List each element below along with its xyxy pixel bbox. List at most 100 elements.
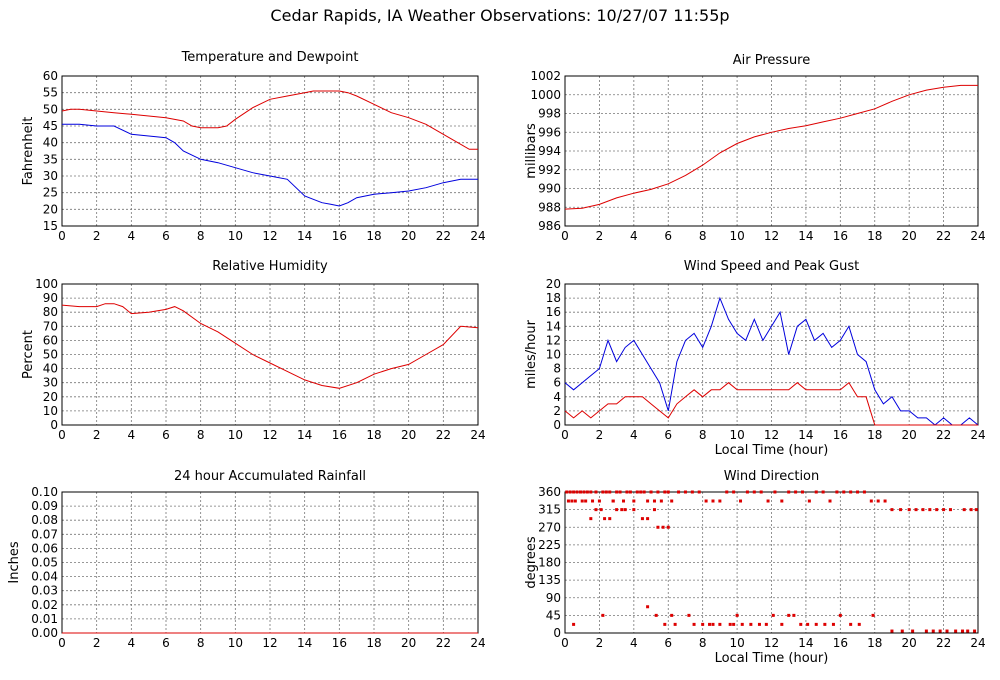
y-tick-label: 0.02: [31, 598, 58, 612]
x-tick-label: 14: [798, 229, 813, 243]
x-tick-label: 24: [470, 636, 485, 650]
x-tick-label: 10: [729, 428, 744, 442]
data-point: [632, 508, 636, 512]
x-tick-label: 10: [228, 229, 243, 243]
x-tick-label: 18: [366, 636, 381, 650]
x-tick-label: 12: [764, 428, 779, 442]
data-point: [628, 490, 632, 494]
data-point: [828, 499, 832, 503]
data-point: [899, 508, 903, 512]
data-point: [945, 629, 949, 633]
data-point: [764, 622, 768, 626]
series-line-red: [61, 303, 479, 389]
data-point: [799, 622, 803, 626]
data-point: [869, 499, 873, 503]
x-tick-label: 4: [630, 229, 638, 243]
series-line-blue: [564, 296, 979, 426]
data-point: [787, 490, 791, 494]
y-tick-label: 990: [538, 182, 561, 196]
y-tick-label: 70: [43, 319, 58, 333]
x-tick-label: 12: [764, 636, 779, 650]
chart-title: Wind Direction: [724, 469, 820, 484]
data-point: [677, 490, 681, 494]
data-point: [704, 499, 708, 503]
x-tick-label: 22: [936, 428, 951, 442]
x-tick-label: 4: [128, 428, 136, 442]
data-point: [683, 490, 687, 494]
data-point: [608, 490, 612, 494]
data-point: [690, 490, 694, 494]
data-point: [603, 517, 607, 521]
x-tick-label: 16: [332, 229, 347, 243]
x-tick-label: 20: [401, 636, 416, 650]
data-point: [649, 490, 653, 494]
data-point: [732, 622, 736, 626]
data-point: [601, 613, 605, 617]
x-tick-label: 16: [332, 636, 347, 650]
data-point: [570, 499, 574, 503]
data-point: [566, 499, 570, 503]
y-tick-label: 30: [43, 169, 58, 183]
y-tick-label: 35: [43, 152, 58, 166]
data-point: [806, 622, 810, 626]
data-point: [632, 499, 636, 503]
plot-frame: [564, 283, 979, 426]
y-tick-label: 60: [43, 333, 58, 347]
data-point: [618, 490, 622, 494]
x-tick-label: 2: [93, 428, 101, 442]
chart-title: Air Pressure: [733, 53, 811, 68]
y-tick-label: 60: [43, 69, 58, 83]
data-point: [821, 490, 825, 494]
data-point: [849, 490, 853, 494]
x-tick-label: 0: [561, 428, 569, 442]
data-point: [670, 499, 674, 503]
data-point: [572, 622, 576, 626]
plot-frame: [61, 283, 479, 426]
data-point: [646, 605, 650, 609]
data-point: [862, 490, 866, 494]
y-axis-label: degrees: [524, 536, 539, 589]
chart-title: Wind Speed and Peak Gust: [684, 259, 859, 274]
x-tick-label: 0: [58, 229, 66, 243]
x-tick-label: 0: [561, 636, 569, 650]
y-tick-label: 0.08: [31, 513, 58, 527]
y-tick-label: 55: [43, 86, 58, 100]
y-tick-label: 0: [553, 626, 561, 640]
data-point: [589, 490, 593, 494]
x-tick-label: 10: [228, 428, 243, 442]
x-tick-label: 24: [470, 428, 485, 442]
y-tick-label: 180: [538, 556, 561, 570]
x-tick-label: 20: [902, 636, 917, 650]
y-tick-label: 4: [553, 390, 561, 404]
y-tick-label: 0.00: [31, 626, 58, 640]
data-point: [883, 499, 887, 503]
data-point: [969, 508, 973, 512]
data-point: [646, 517, 650, 521]
data-point: [807, 499, 811, 503]
x-tick-label: 4: [630, 636, 638, 650]
data-point: [856, 490, 860, 494]
x-tick-label: 4: [128, 229, 136, 243]
y-tick-label: 225: [538, 538, 561, 552]
series-line-blue: [62, 123, 478, 207]
x-tick-label: 14: [297, 428, 312, 442]
data-point: [601, 490, 605, 494]
x-tick-label: 6: [162, 428, 170, 442]
data-point: [954, 629, 958, 633]
data-point: [907, 508, 911, 512]
data-point: [711, 622, 715, 626]
y-tick-label: 0.09: [31, 499, 58, 513]
plot-frame: [61, 75, 479, 227]
data-point: [814, 622, 818, 626]
y-tick-label: 998: [538, 107, 561, 121]
x-tick-label: 12: [262, 229, 277, 243]
y-tick-label: 80: [43, 305, 58, 319]
y-tick-label: 992: [538, 163, 561, 177]
y-tick-label: 270: [538, 520, 561, 534]
y-tick-label: 994: [538, 144, 561, 158]
data-point: [974, 508, 978, 512]
y-tick-label: 16: [546, 305, 561, 319]
data-point: [961, 629, 965, 633]
data-point: [666, 525, 670, 529]
chart-humidity: 0 2 4 6 8 10 12 14 16 18 20 22 240102030405060708090…: [21, 259, 486, 442]
